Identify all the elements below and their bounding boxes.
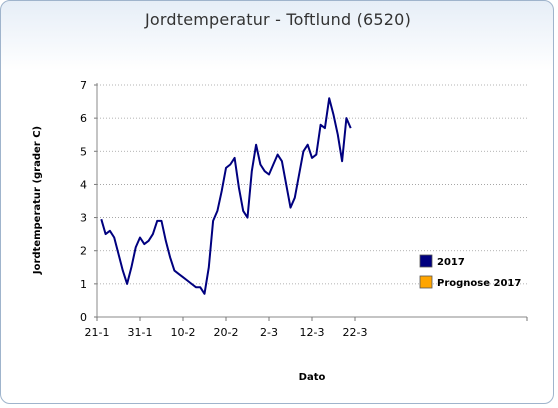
grid-lines [97,84,527,285]
y-tick-label: 1 [80,278,87,291]
legend-label-2017: 2017 [437,257,465,268]
plot-area [100,97,352,295]
x-tick-label: 20-2 [214,326,239,339]
y-axis-title: Jordtemperatur (grader C) [32,126,43,275]
y-tick-label: 4 [80,178,87,191]
legend-label-prognose: Prognose 2017 [437,278,521,289]
y-tick-label: 5 [80,145,87,158]
y-tick-label: 0 [80,311,87,324]
x-tick-label: 21-1 [85,326,110,339]
x-tick-label: 12-3 [300,326,325,339]
x-tick-label: 10-2 [171,326,196,339]
x-axis-title: Dato [299,372,326,383]
x-tick-label: 2-3 [260,326,278,339]
legend: 2017 Prognose 2017 [419,254,521,289]
x-tick-label: 31-1 [128,326,153,339]
chart-title: Jordtemperatur - Toftlund (6520) [144,10,412,29]
tick-labels: 0 1 2 3 4 5 6 7 21-1 31-1 10-2 20-2 2-3 12-3 22-3 [80,79,367,339]
legend-swatch-2017 [419,254,433,268]
series-line-2017 [100,97,352,295]
x-tick-label: 22-3 [343,326,368,339]
y-tick-label: 7 [80,79,87,92]
y-tick-label: 6 [80,112,87,125]
axes [94,83,528,321]
legend-swatch-prognose [419,275,433,289]
y-tick-label: 3 [80,212,87,225]
y-tick-label: 2 [80,245,87,258]
